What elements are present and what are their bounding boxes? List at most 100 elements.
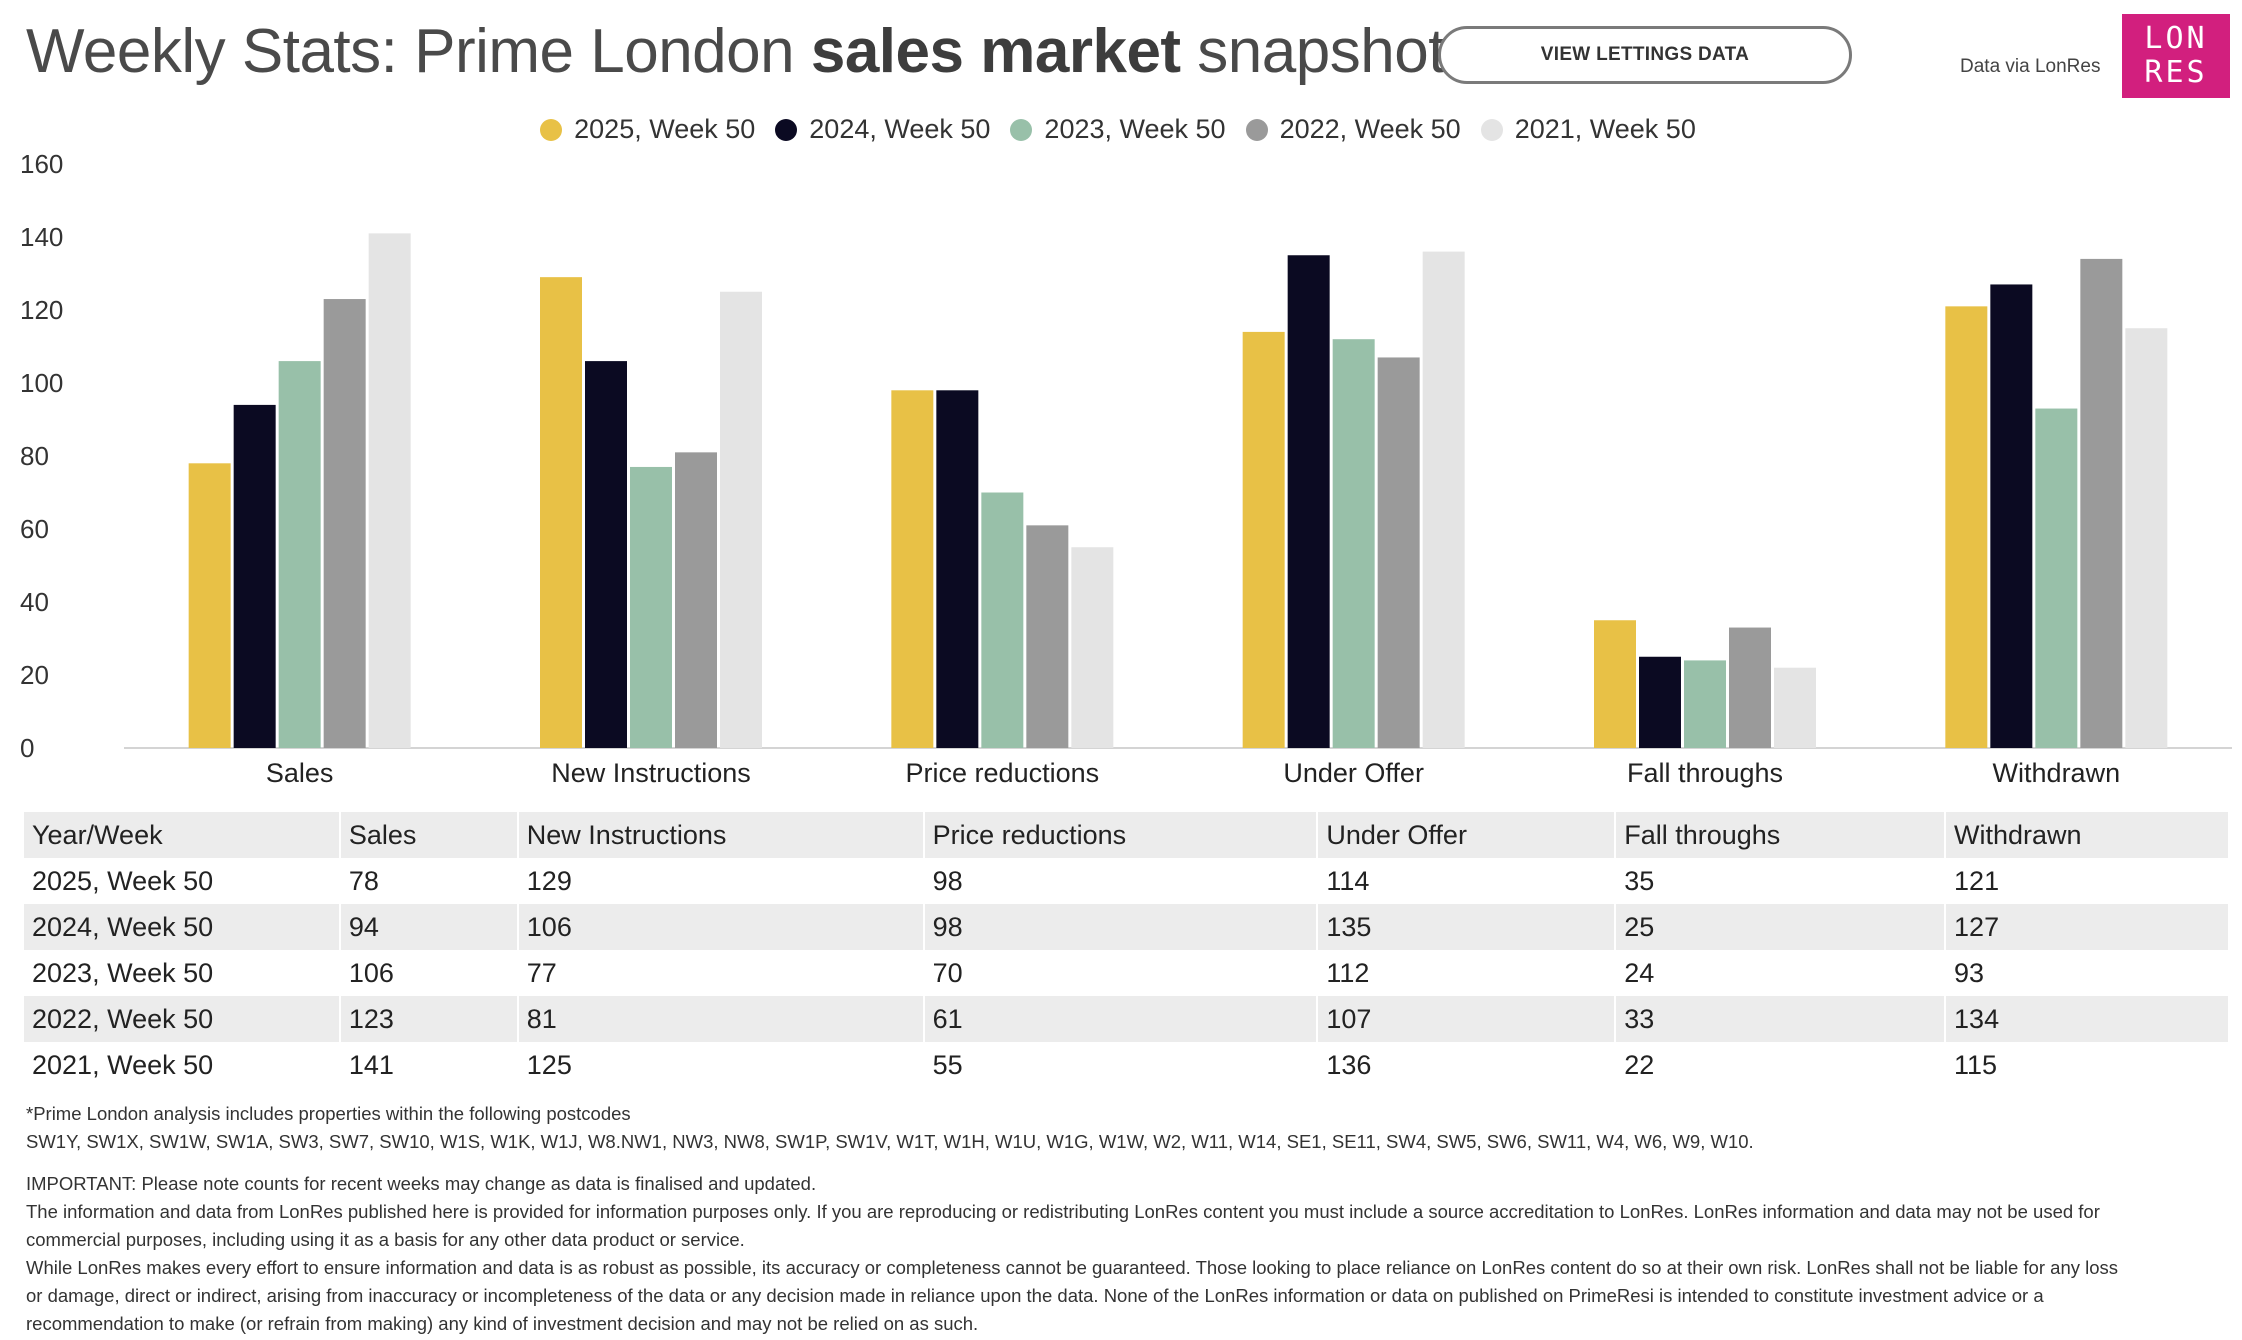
table-cell: 135 (1317, 904, 1617, 950)
column-header: Fall throughs (1615, 812, 1947, 858)
bar-4-0[interactable] (1594, 620, 1636, 748)
bar-1-2[interactable] (630, 466, 672, 748)
y-tick-label: 60 (20, 514, 49, 544)
y-tick-label: 0 (20, 733, 34, 763)
table-cell: 134 (1945, 996, 2230, 1042)
bar-0-0[interactable] (188, 463, 231, 748)
disclaimer-line-3: recommendation to make (or refrain from … (26, 1313, 979, 1334)
bar-2-2[interactable] (981, 492, 1024, 749)
table-cell: 121 (1945, 858, 2230, 904)
lonres-logo[interactable]: LON RES (2122, 14, 2230, 98)
table-row: 2025, Week 50 78 129 98 114 35 121 (24, 858, 2230, 904)
logo-line-1: LON (2144, 21, 2208, 56)
view-lettings-button[interactable]: VIEW LETTINGS DATA (1438, 26, 1852, 84)
bar-0-2[interactable] (278, 361, 321, 748)
x-category-label: New Instructions (551, 758, 751, 788)
title-bold: sales market (810, 17, 1181, 86)
table-cell: 2023, Week 50 (24, 950, 341, 996)
legend-swatch (775, 118, 798, 141)
bar-2-3[interactable] (1026, 525, 1069, 748)
bar-2-4[interactable] (1071, 547, 1114, 748)
legend-swatch (1480, 118, 1503, 141)
table-body: 2025, Week 50 78 129 98 114 35 121 2024, Week 5… (24, 858, 2230, 1088)
y-tick-label: 20 (20, 660, 49, 690)
table-cell: 70 (923, 950, 1319, 996)
table-cell: 136 (1317, 1042, 1617, 1088)
bar-4-2[interactable] (1684, 660, 1726, 748)
legend-label: 2022, Week 50 (1279, 114, 1461, 144)
bar-2-0[interactable] (891, 390, 934, 748)
bar-chart: 0 20 40 60 80 100 120 140 160 Sales New Instructio… (20, 149, 2232, 788)
y-tick-label: 40 (20, 587, 49, 617)
column-header: Year/Week (24, 812, 341, 858)
bar-3-1[interactable] (1287, 255, 1330, 748)
title-prefix: Weekly Stats: Prime London (26, 17, 811, 86)
table-cell: 106 (339, 950, 519, 996)
y-tick-label: 140 (20, 222, 63, 252)
legend-item-2[interactable]: 2023, Week 50 (1010, 114, 1231, 145)
legend-label: 2024, Week 50 (809, 114, 991, 144)
disclaimer-line-1: While LonRes makes every effort to ensur… (26, 1257, 2119, 1278)
legend-label: 2025, Week 50 (574, 114, 756, 144)
legend-swatch (1245, 118, 1268, 141)
table-cell: 2022, Week 50 (24, 996, 341, 1042)
bar-3-0[interactable] (1242, 331, 1285, 748)
y-tick-label: 120 (20, 295, 63, 325)
bar-2-1[interactable] (936, 390, 979, 748)
table-header-row: Year/Week Sales New Instructions Price redu… (24, 812, 2230, 858)
legend-swatch (1010, 118, 1033, 141)
table-cell: 35 (1615, 858, 1947, 904)
table-cell: 115 (1945, 1042, 2230, 1088)
logo-line-2: RES (2144, 55, 2208, 90)
bar-0-4[interactable] (368, 233, 411, 749)
table-cell: 98 (923, 858, 1319, 904)
table-cell: 106 (517, 904, 925, 950)
bar-4-3[interactable] (1729, 627, 1771, 748)
column-header: Price reductions (923, 812, 1319, 858)
bar-0-1[interactable] (233, 404, 276, 748)
chart-legend: 2025, Week 50 2024, Week 50 2023, Week 50 2… (0, 114, 2242, 145)
bar-1-4[interactable] (720, 291, 762, 748)
bar-5-2[interactable] (2035, 408, 2078, 748)
table-cell: 2025, Week 50 (24, 858, 341, 904)
bar-3-4[interactable] (1422, 251, 1465, 748)
table-row: 2022, Week 50 123 81 61 107 33 134 (24, 996, 2230, 1042)
legend-item-0[interactable]: 2025, Week 50 (540, 114, 761, 145)
column-header: Under Offer (1317, 812, 1617, 858)
legend-item-1[interactable]: 2024, Week 50 (775, 114, 996, 145)
legend-item-3[interactable]: 2022, Week 50 (1245, 114, 1467, 145)
bar-0-3[interactable] (323, 299, 366, 748)
footnotes: *Prime London analysis includes properti… (26, 1100, 2226, 1338)
legend-item-4[interactable]: 2021, Week 50 (1480, 114, 1702, 145)
bar-5-3[interactable] (2080, 258, 2123, 748)
table-cell: 98 (923, 904, 1319, 950)
table-cell: 78 (339, 858, 519, 904)
disclaimer-line-2: or damage, direct or indirect, arising f… (26, 1285, 2044, 1306)
bar-3-2[interactable] (1332, 339, 1375, 748)
data-table: Year/Week Sales New Instructions Price redu… (24, 812, 2230, 1088)
table-row: 2024, Week 50 94 106 98 135 25 127 (24, 904, 2230, 950)
table-cell: 33 (1615, 996, 1947, 1042)
table-cell: 2021, Week 50 (24, 1042, 341, 1088)
table-row: 2021, Week 50 141 125 55 136 22 115 (24, 1042, 2230, 1088)
bar-3-3[interactable] (1377, 357, 1420, 748)
bar-5-4[interactable] (2125, 328, 2168, 748)
table-cell: 114 (1317, 858, 1617, 904)
table-row: 2023, Week 50 106 77 70 112 24 93 (24, 950, 2230, 996)
important-note: IMPORTANT: Please note counts for recent… (26, 1173, 817, 1194)
bar-1-3[interactable] (675, 452, 717, 748)
table-cell: 93 (1945, 950, 2230, 996)
bar-5-1[interactable] (1990, 284, 2033, 748)
y-tick-label: 80 (20, 441, 49, 471)
legend-label: 2021, Week 50 (1514, 114, 1696, 144)
table-cell: 112 (1317, 950, 1617, 996)
bar-4-4[interactable] (1774, 667, 1816, 748)
bar-1-1[interactable] (585, 361, 627, 748)
info-note-line-1: The information and data from LonRes pub… (26, 1201, 2100, 1222)
bar-1-0[interactable] (540, 277, 582, 748)
bar-5-0[interactable] (1945, 306, 1988, 748)
bar-4-1[interactable] (1639, 656, 1681, 748)
table-cell: 94 (339, 904, 519, 950)
x-category-label: Sales (266, 758, 334, 788)
